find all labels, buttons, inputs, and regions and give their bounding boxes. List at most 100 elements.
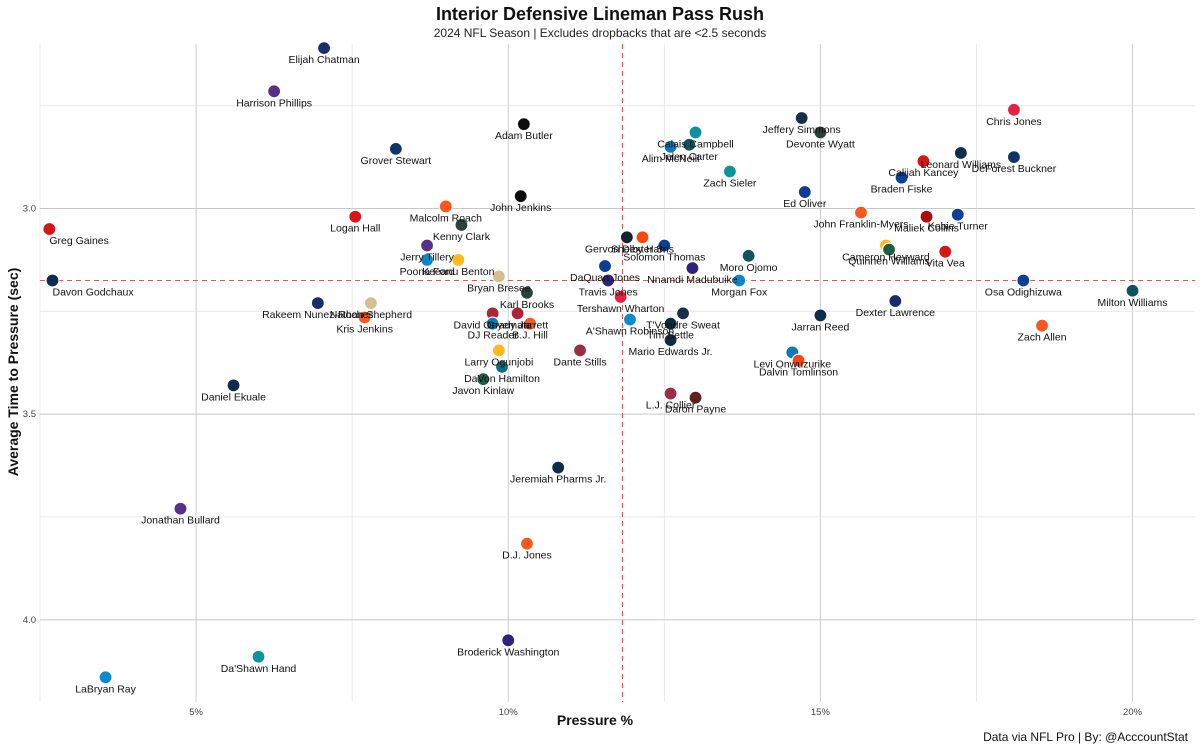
team-logo-point: [1006, 149, 1022, 165]
player-label: B.J. Hill: [512, 330, 548, 342]
chart-subtitle: 2024 NFL Season | Excludes dropbacks tha…: [433, 26, 767, 40]
player-label: Elijah Chatman: [288, 54, 359, 66]
x-tick-label: 5%: [189, 707, 203, 718]
player-label: Jeffery Simmons: [763, 124, 841, 136]
team-logo-point: [597, 258, 613, 274]
team-logo-point: [1016, 273, 1031, 288]
team-logo-point: [519, 536, 535, 551]
chart-caption: Data via NFL Pro | By: @AcccountStat: [983, 730, 1188, 744]
player-label: Travis Jones: [579, 286, 638, 298]
player-label: Osa Odighizuwa: [985, 286, 1062, 298]
team-logo-point: [476, 372, 491, 387]
team-logo-point: [173, 501, 188, 516]
player-label: Logan Hall: [330, 223, 380, 235]
team-logo-point: [267, 84, 282, 99]
player-label: Jonathan Bullard: [141, 515, 220, 527]
player-label: Jarran Reed: [792, 321, 850, 333]
player-label: Zach Allen: [1018, 332, 1067, 344]
team-logo-point: [1006, 102, 1022, 117]
team-logo-point: [501, 633, 516, 648]
player-label: Harrison Phillips: [236, 97, 312, 109]
team-logo-point: [688, 125, 703, 140]
team-logo-point: [494, 359, 510, 374]
team-logo-point: [516, 117, 531, 132]
player-label: Nnamdi Madubuike: [647, 274, 738, 286]
team-logo-point: [813, 125, 828, 140]
player-label: Vita Vea: [926, 258, 965, 270]
player-label: DaQuan Jones: [570, 272, 640, 284]
player-label: Adam Butler: [495, 130, 553, 142]
player-label: Broderick Washington: [457, 646, 559, 658]
y-tick-label: 3.0: [23, 204, 36, 215]
team-logo-point: [491, 343, 506, 358]
team-logo-point: [741, 248, 756, 263]
team-logo-point: [635, 230, 650, 245]
player-label: Greg Gaines: [49, 235, 109, 247]
player-label: Daniel Ekuale: [201, 391, 266, 403]
player-label: LaBryan Ray: [75, 683, 136, 695]
player-label: Quinnen Williams: [848, 256, 930, 268]
player-label: DaVon Hamilton: [464, 373, 540, 385]
team-logo-point: [813, 308, 828, 323]
player-label: L.J. Collier: [646, 400, 696, 412]
player-label: Braden Fiske: [871, 184, 933, 196]
team-logo-point: [348, 209, 363, 224]
team-logo-point: [357, 310, 372, 325]
team-logo-point: [791, 353, 806, 368]
player-label: David Onyemata: [454, 319, 532, 331]
reference-lines: [40, 44, 1195, 702]
team-logo-point: [388, 141, 403, 156]
player-label: Tim Settle: [647, 330, 694, 342]
chart-title: Interior Defensive Lineman Pass Rush: [435, 4, 765, 24]
player-label: Morgan Fox: [711, 286, 768, 298]
player-label: Keeanu Benton: [422, 266, 495, 278]
player-label: T'Vondre Sweat: [646, 319, 720, 331]
team-logo-point: [950, 207, 965, 222]
team-logo-point: [894, 170, 909, 185]
y-tick-label: 3.5: [23, 409, 36, 420]
player-label: Chris Jones: [986, 116, 1041, 128]
player-label: Levi Onwuzurike: [753, 358, 831, 370]
team-logo-point: [451, 252, 466, 268]
player-label: Poona Ford: [400, 266, 455, 278]
player-label: Rakeem Nunez-Roches: [262, 309, 373, 321]
player-label: Jeremiah Pharms Jr.: [510, 474, 606, 486]
team-logo-point: [622, 312, 638, 327]
team-logo-point: [522, 316, 538, 331]
player-label: Dalvin Tomlinson: [759, 367, 838, 379]
x-tick-label: 15%: [811, 707, 831, 718]
player-label: Jalen Carter: [661, 151, 719, 163]
team-logo-point: [510, 306, 525, 321]
team-logo-point: [919, 209, 934, 224]
team-logo-point: [722, 164, 737, 179]
player-label: DeForest Buckner: [972, 163, 1057, 175]
player-label: Calijah Kancey: [888, 167, 959, 179]
player-label: Nathan Shepherd: [330, 309, 412, 321]
team-logo-point: [688, 390, 703, 405]
team-logo-point: [251, 649, 266, 664]
team-logo-point: [1034, 318, 1050, 333]
player-label: Karl Brooks: [500, 299, 554, 311]
grid-lines: [39, 44, 1195, 702]
team-logo-point: [363, 295, 378, 311]
team-logo-point: [419, 252, 435, 268]
team-logo-point: [938, 244, 953, 259]
team-logo-point: [797, 184, 812, 200]
player-label: Daron Payne: [665, 404, 726, 416]
team-logo-point: [226, 378, 241, 393]
player-label: Zach Sieler: [703, 177, 757, 189]
player-label: Devonte Wyatt: [786, 138, 855, 150]
team-logo-point: [454, 217, 469, 233]
player-label: Bryan Bresee: [467, 282, 531, 294]
team-logo-point: [663, 386, 678, 401]
player-label: Alim McNeill: [642, 153, 700, 165]
player-label: Kris Jenkins: [336, 323, 393, 335]
team-logo-point: [438, 199, 453, 214]
team-logo-point: [485, 316, 500, 331]
player-label: John Jenkins: [490, 202, 551, 214]
team-logo-point: [675, 306, 691, 321]
team-logo-point: [519, 285, 535, 300]
player-label: Tershawn Wharton: [577, 303, 665, 315]
team-logo-point: [657, 238, 672, 253]
